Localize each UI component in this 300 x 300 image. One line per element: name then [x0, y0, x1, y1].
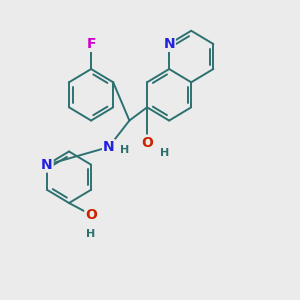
- Text: N: N: [103, 140, 115, 154]
- Text: O: O: [85, 208, 97, 222]
- Text: N: N: [41, 158, 53, 172]
- Text: N: N: [163, 37, 175, 51]
- Text: H: H: [160, 148, 170, 158]
- Text: H: H: [86, 229, 96, 239]
- Text: O: O: [141, 136, 153, 150]
- Text: F: F: [86, 37, 96, 51]
- Text: H: H: [120, 145, 129, 155]
